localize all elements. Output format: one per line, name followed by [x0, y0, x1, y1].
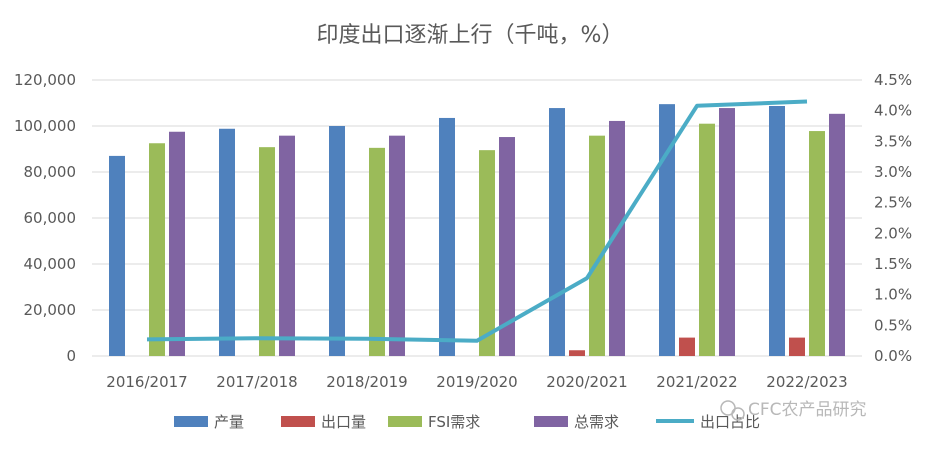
bar [549, 108, 565, 356]
category-label: 2021/2022 [656, 373, 737, 391]
category-label: 2017/2018 [216, 373, 297, 391]
bar [329, 126, 345, 356]
bar [169, 131, 185, 356]
right-tick-label: 1.0% [874, 286, 912, 304]
bar [219, 128, 235, 356]
legend-swatch [388, 416, 422, 427]
bar [699, 123, 715, 356]
category-label: 2020/2021 [546, 373, 627, 391]
bar-series [109, 104, 845, 357]
chart-title: 印度出口逐渐上行（千吨，%） [317, 23, 624, 48]
category-axis: 2016/2017 2017/2018 2018/2019 2019/2020 2020… [106, 373, 847, 391]
bar [719, 108, 735, 356]
left-tick-label: 120,000 [14, 71, 76, 89]
legend-label: 产量 [214, 413, 244, 431]
bar [609, 120, 625, 356]
right-tick-label: 4.0% [874, 102, 912, 120]
bar [829, 113, 845, 356]
watermark: CFC农产品研究 [720, 400, 867, 421]
bar [439, 117, 455, 356]
right-tick-label: 2.5% [874, 194, 912, 212]
right-tick-label: 3.0% [874, 163, 912, 181]
bar [809, 131, 825, 356]
bar [279, 135, 295, 356]
legend-swatch [281, 416, 315, 427]
bar [369, 147, 385, 356]
gridlines [92, 79, 862, 357]
right-tick-label: 0.5% [874, 316, 912, 334]
right-tick-label: 4.5% [874, 71, 912, 89]
left-y-axis: 0 20,000 40,000 60,000 80,000 100,000 120,000 [14, 71, 76, 365]
bar [589, 135, 605, 356]
bar [259, 147, 275, 356]
right-tick-label: 3.5% [874, 132, 912, 150]
bar [109, 155, 125, 356]
legend-swatch [534, 416, 568, 427]
right-tick-label: 0.0% [874, 347, 912, 365]
legend-swatch [174, 416, 208, 427]
legend-label: 出口占比 [700, 413, 760, 431]
category-label: 2018/2019 [326, 373, 407, 391]
left-tick-label: 40,000 [24, 255, 77, 273]
bar [789, 337, 805, 356]
line-series [146, 99, 808, 343]
legend-label: 总需求 [574, 413, 619, 431]
left-tick-label: 100,000 [14, 117, 76, 135]
legend-label: 出口量 [321, 413, 366, 431]
bar [679, 337, 695, 356]
left-tick-label: 80,000 [24, 163, 77, 181]
bar [499, 137, 515, 356]
bar [479, 150, 495, 356]
bar [389, 135, 405, 356]
bar [569, 350, 585, 356]
category-label: 2022/2023 [766, 373, 847, 391]
bar [769, 105, 785, 357]
left-tick-label: 60,000 [24, 209, 77, 227]
wechat-icon [720, 400, 745, 421]
series-line [146, 99, 808, 343]
legend: 产量 出口量 FSI需求 总需求 出口占比 [174, 413, 760, 431]
left-tick-label: 20,000 [24, 301, 77, 319]
watermark-text: CFC农产品研究 [748, 400, 867, 420]
legend-label: FSI需求 [428, 413, 480, 431]
right-tick-label: 2.0% [874, 224, 912, 242]
category-label: 2019/2020 [436, 373, 517, 391]
category-label: 2016/2017 [106, 373, 187, 391]
left-tick-label: 0 [66, 347, 76, 365]
right-y-axis: 0.0% 0.5% 1.0% 1.5% 2.0% 2.5% 3.0% 3.5% 4.0% 4.5% [874, 71, 912, 365]
right-tick-label: 1.5% [874, 255, 912, 273]
bar [149, 143, 165, 356]
bar [659, 104, 675, 357]
